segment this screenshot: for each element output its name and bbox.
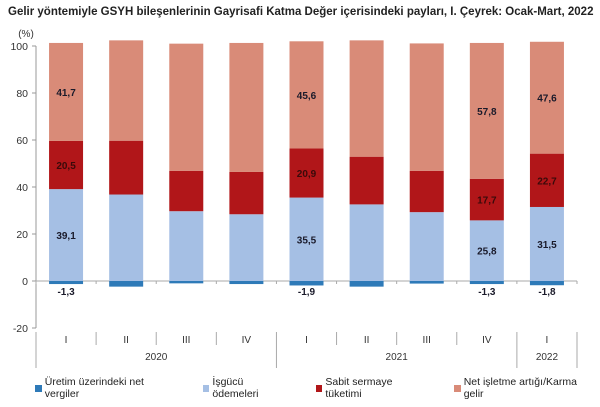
- year-label: 2021: [386, 352, 409, 363]
- data-label: 47,6: [537, 94, 557, 105]
- legend-item: Net işletme artığı/Karma gelir: [453, 376, 595, 400]
- bar-segment: [289, 197, 324, 281]
- category-label: I: [65, 335, 68, 346]
- legend-swatch: [35, 384, 42, 392]
- bar-segment: [109, 281, 144, 287]
- legend-item: Sabit sermaye tüketimi: [315, 376, 428, 400]
- bar-segment: [169, 43, 204, 171]
- bar-segment: [469, 42, 504, 179]
- bar-segment: [49, 140, 84, 190]
- bar-segment: [469, 281, 504, 285]
- y-tick-label: 60: [16, 135, 28, 147]
- data-label: 20,5: [56, 161, 76, 172]
- legend-swatch: [202, 384, 210, 392]
- data-label: -1,8: [538, 287, 556, 298]
- legend-label: Üretim üzerindeki net vergiler: [44, 376, 144, 400]
- bar-segment: [409, 281, 444, 284]
- y-tick-label: 100: [10, 41, 28, 53]
- y-tick-label: 40: [16, 182, 28, 194]
- legend-label: Sabit sermaye tüketimi: [325, 376, 393, 400]
- data-label: 31,5: [537, 240, 557, 251]
- bar-segment: [289, 41, 324, 149]
- y-tick-label: 80: [16, 88, 28, 100]
- legend-label: Net işletme artığı/Karma gelir: [463, 376, 577, 400]
- category-label: IV: [242, 335, 252, 346]
- legend-swatch: [315, 384, 323, 392]
- data-label: 57,8: [477, 107, 497, 118]
- year-label: 2020: [145, 352, 168, 363]
- bar-segment: [49, 281, 84, 285]
- bar-segment: [229, 281, 264, 285]
- bar-segment: [49, 189, 84, 281]
- y-tick-label: 20: [16, 229, 28, 241]
- data-label: 35,5: [297, 235, 317, 246]
- bar-segment: [529, 153, 564, 207]
- legend-swatch: [453, 384, 461, 392]
- bar-segment: [349, 156, 384, 205]
- bar-segment: [529, 206, 564, 281]
- bar-segment: [469, 178, 504, 221]
- data-label: 22,7: [537, 176, 557, 187]
- category-label: III: [182, 335, 190, 346]
- bar-segment: [529, 281, 564, 286]
- bar-segment: [469, 220, 504, 281]
- data-label: 17,7: [477, 196, 497, 207]
- data-label: -1,9: [298, 287, 316, 298]
- legend-item: Üretim üzerindeki net vergiler: [35, 376, 177, 400]
- bar-segment: [349, 281, 384, 287]
- chart-title: Gelir yöntemiyle GSYH bileşenlerinin Gay…: [8, 6, 594, 18]
- bar-segment: [49, 42, 84, 141]
- bar-segment: [289, 148, 324, 198]
- data-label: 45,6: [297, 91, 317, 102]
- category-label: II: [364, 335, 370, 346]
- data-label: 20,9: [297, 169, 317, 180]
- category-label: IV: [482, 335, 492, 346]
- category-label: II: [123, 335, 129, 346]
- legend-label: İşgücü ödemeleri: [212, 376, 259, 400]
- legend-item: İşgücü ödemeleri: [202, 376, 290, 400]
- bar-segment: [109, 140, 144, 195]
- category-label: III: [423, 335, 431, 346]
- bar-segment: [109, 40, 144, 141]
- data-label: 41,7: [56, 88, 76, 99]
- data-label: -1,3: [57, 287, 75, 298]
- y-axis-label: (%): [18, 29, 34, 40]
- category-label: I: [546, 335, 549, 346]
- bar-segment: [529, 41, 564, 154]
- year-label: 2022: [536, 352, 559, 363]
- bar-segment: [229, 42, 264, 172]
- bar-segment: [109, 194, 144, 281]
- bar-segment: [409, 170, 444, 213]
- bar-segment: [169, 170, 204, 212]
- bar-segment: [169, 281, 204, 284]
- bar-segment: [169, 211, 204, 281]
- y-tick-label: -20: [13, 323, 28, 335]
- bar-segment: [409, 212, 444, 281]
- data-label: 39,1: [56, 231, 76, 242]
- legend: Üretim üzerindeki net vergiler İşgücü öde…: [35, 376, 595, 400]
- data-label: -1,3: [478, 287, 496, 298]
- bar-segment: [349, 40, 384, 157]
- category-label: I: [305, 335, 308, 346]
- bar-segment: [229, 214, 264, 281]
- y-tick-label: 0: [22, 276, 28, 288]
- bar-segment: [349, 204, 384, 281]
- data-label: 25,8: [477, 247, 497, 258]
- bar-segment: [409, 43, 444, 171]
- bar-segment: [289, 281, 324, 286]
- bar-segment: [229, 171, 264, 215]
